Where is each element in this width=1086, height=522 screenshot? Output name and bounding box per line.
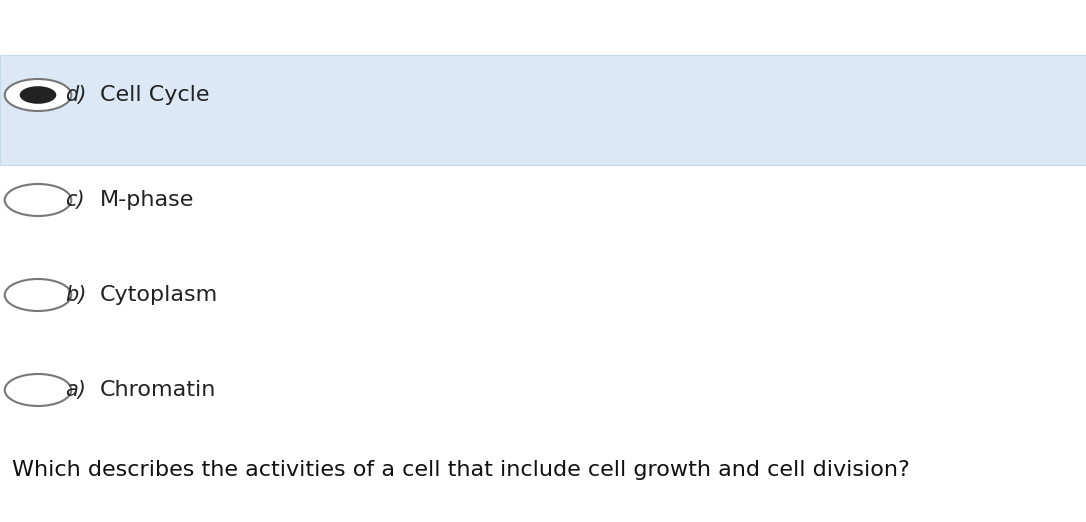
Text: c): c) [65, 190, 85, 210]
Text: Chromatin: Chromatin [100, 380, 216, 400]
Text: Cytoplasm: Cytoplasm [100, 285, 218, 305]
Text: a): a) [65, 380, 86, 400]
Text: M-phase: M-phase [100, 190, 194, 210]
Ellipse shape [4, 374, 72, 406]
Text: d): d) [65, 85, 87, 105]
Ellipse shape [4, 79, 72, 111]
Ellipse shape [4, 184, 72, 216]
FancyBboxPatch shape [0, 55, 1086, 165]
Text: b): b) [65, 285, 87, 305]
Ellipse shape [20, 86, 56, 104]
Text: Which describes the activities of a cell that include cell growth and cell divis: Which describes the activities of a cell… [12, 460, 910, 480]
Text: Cell Cycle: Cell Cycle [100, 85, 210, 105]
Ellipse shape [4, 279, 72, 311]
